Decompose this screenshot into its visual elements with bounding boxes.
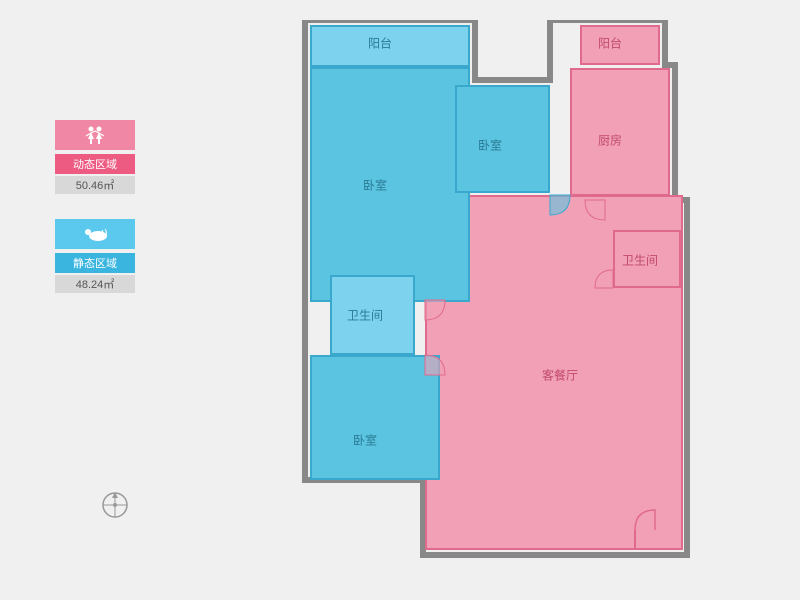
room-卧室2 <box>455 85 550 193</box>
compass-icon <box>100 490 130 520</box>
legend-static-icon <box>55 219 135 249</box>
legend-dynamic-icon <box>55 120 135 150</box>
room-label-卧室3: 卧室 <box>353 432 377 449</box>
legend-dynamic-label: 动态区域 <box>55 154 135 174</box>
legend-dynamic: 动态区域 50.46㎡ <box>55 120 135 194</box>
legend-dynamic-value: 50.46㎡ <box>55 176 135 194</box>
room-卧室3 <box>310 355 440 480</box>
legend-static-label: 静态区域 <box>55 253 135 273</box>
legend-panel: 动态区域 50.46㎡ 静态区域 48.24㎡ <box>55 120 135 318</box>
room-label-客餐厅: 客餐厅 <box>542 367 578 384</box>
room-label-卧室2: 卧室 <box>478 137 502 154</box>
legend-static: 静态区域 48.24㎡ <box>55 219 135 293</box>
room-label-卫生间1: 卫生间 <box>347 307 383 324</box>
room-label-阳台2: 阳台 <box>598 35 622 52</box>
room-卧室1 <box>310 67 470 302</box>
legend-static-value: 48.24㎡ <box>55 275 135 293</box>
room-label-厨房: 厨房 <box>598 132 622 149</box>
room-label-卫生间2: 卫生间 <box>622 252 658 269</box>
floorplan: 阳台阳台卧室卧室厨房卫生间卫生间客餐厅卧室 <box>295 20 725 570</box>
room-label-阳台1: 阳台 <box>368 35 392 52</box>
room-label-卧室1: 卧室 <box>363 177 387 194</box>
